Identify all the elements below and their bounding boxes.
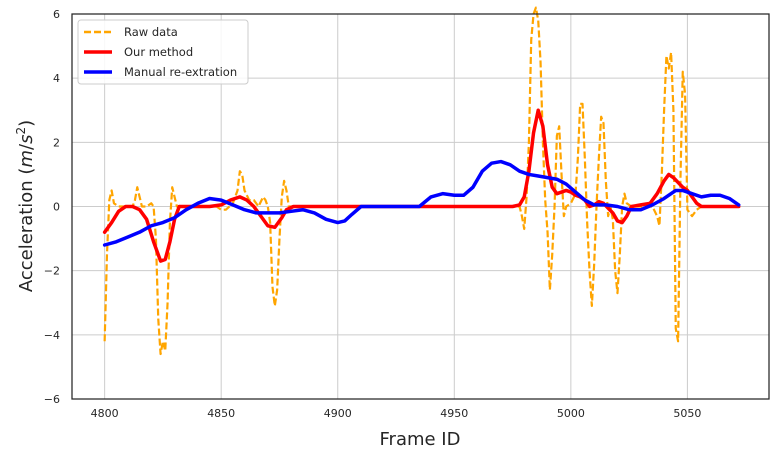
x-tick-label: 5050 <box>673 407 701 420</box>
y-tick-label: −2 <box>44 265 60 278</box>
y-axis-label-close: ) <box>16 120 37 127</box>
y-axis-label: Acceleration (m/s2) <box>14 120 37 292</box>
x-tick-label: 5000 <box>557 407 585 420</box>
legend-label-manual-re-extration: Manual re-extration <box>124 65 237 79</box>
legend-label-raw-data: Raw data <box>124 25 178 39</box>
x-tick-label: 4800 <box>91 407 119 420</box>
y-tick-label: 0 <box>53 201 60 214</box>
y-tick-label: 6 <box>53 8 60 21</box>
x-tick-label: 4950 <box>440 407 468 420</box>
plot-frame <box>71 13 770 400</box>
y-tick-labels: −6 −4 −2 0 2 4 6 <box>44 8 60 406</box>
legend-box <box>77 19 249 85</box>
y-tick-label: −4 <box>44 329 60 342</box>
y-tick-label: −6 <box>44 393 60 406</box>
series-line-manual-re-extration <box>102 159 741 247</box>
legend: Raw data Our method Manual re-extration <box>77 19 249 85</box>
x-tick-label: 4900 <box>324 407 352 420</box>
y-tick-label: 2 <box>53 136 60 149</box>
x-tick-labels: 4800 4850 4900 4950 5000 5050 <box>91 407 702 420</box>
x-tick-label: 4850 <box>207 407 235 420</box>
y-axis-label-unit-m: m <box>16 150 37 168</box>
y-axis-label-main: Acceleration ( <box>16 168 37 293</box>
series-line-our-method <box>102 108 741 263</box>
x-axis-label: Frame ID <box>380 429 461 450</box>
y-tick-label: 4 <box>53 72 60 85</box>
y-axis-label-unit-slash: / <box>16 143 37 150</box>
y-axis-label-unit-s: s <box>16 135 37 144</box>
y-axis-label-unit-exp: 2 <box>14 127 28 135</box>
legend-label-our-method: Our method <box>124 45 193 59</box>
